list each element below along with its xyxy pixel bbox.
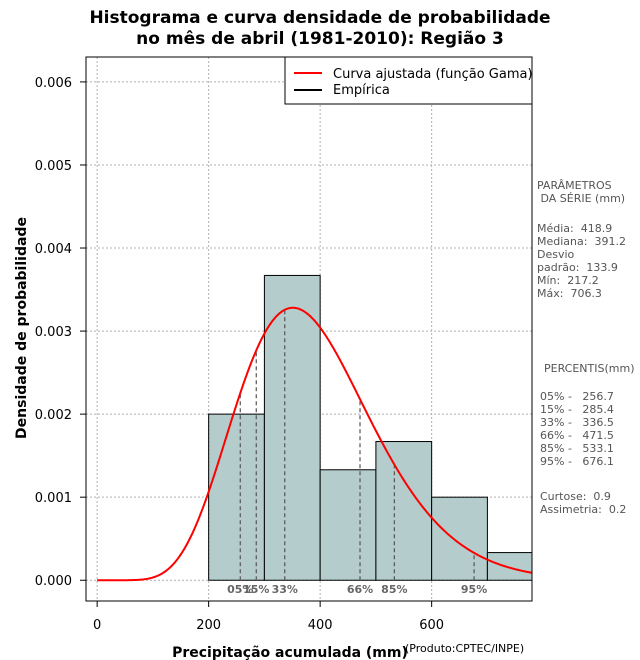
params-values: Média: 418.9 Mediana: 391.2 Desvio padrã… [537,222,626,300]
percentis-values: 05% - 256.7 15% - 285.4 33% - 336.5 66% … [540,390,614,468]
legend: Curva ajustada (função Gama) Empírica [284,56,533,105]
percentile-label: 95% [461,583,487,596]
chart-title-line1: Histograma e curva densidade de probabil… [89,8,551,28]
gamma-curve [97,306,533,582]
x-tick-label: 400 [308,618,333,633]
percentis-title: PERCENTIS(mm) [544,362,635,375]
y-axis: 0.000 0.001 0.002 0.003 0.004 0.005 0.006 [35,76,86,589]
x-axis: 0 200 400 600 [93,601,444,633]
x-axis-label: Precipitação acumulada (mm) [172,645,408,660]
y-tick-label: 0.002 [35,408,72,423]
x-tick-label: 200 [196,618,221,633]
credit-label: (Produto:CPTEC/INPE) [405,642,524,655]
x-tick-label: 600 [419,618,444,633]
legend-box [284,56,533,105]
histogram-bar [263,274,321,581]
y-tick-label: 0.000 [35,574,72,589]
chart-title: Histograma e curva densidade de probabil… [0,8,640,50]
params-title: PARÂMETROS DA SÉRIE (mm) [537,179,626,205]
y-axis-label: Densidade de probabilidade [14,217,30,439]
x-tick-label: 0 [93,618,101,633]
percentile-lines [239,309,475,581]
y-tick-label: 0.005 [35,159,72,174]
legend-curve-label: Curva ajustada (função Gama) [333,67,533,82]
y-tick-label: 0.004 [35,242,72,257]
histogram-bar [486,552,533,581]
percentile-label: 05% [227,583,253,596]
histogram-bar [208,413,265,581]
chart-title-line2: no mês de abril (1981-2010): Região 3 [136,29,504,49]
histogram-bar [431,496,488,581]
y-tick-label: 0.003 [35,325,72,340]
histogram-bar [319,469,377,581]
percentile-label: 15% [243,583,269,596]
histogram-bars [208,274,533,581]
percentile-labels: 05%15% 33% 66% 85% 95% [227,583,487,596]
y-tick-label: 0.001 [35,491,72,506]
percentile-label: 66% [347,583,373,596]
y-tick-label: 0.006 [35,76,72,91]
percentile-label: 85% [381,583,407,596]
percentile-label: 33% [272,583,298,596]
shape-stats: Curtose: 0.9 Assimetria: 0.2 [540,490,627,516]
histogram-bar [375,441,433,581]
legend-empirical-label: Empírica [333,83,390,98]
